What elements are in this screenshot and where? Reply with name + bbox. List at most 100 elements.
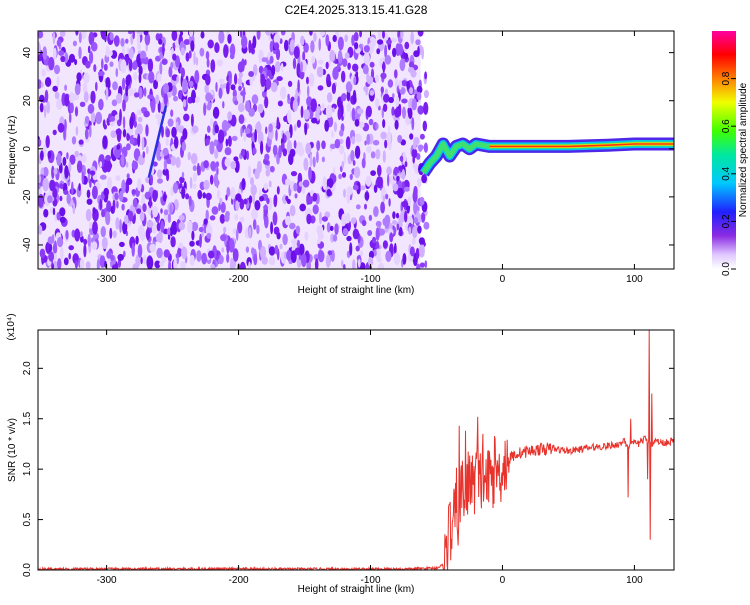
noise-blob: [143, 110, 150, 118]
noise-blob: [78, 46, 82, 60]
noise-blob: [260, 140, 264, 155]
noise-blob: [57, 258, 62, 269]
noise-blob: [251, 247, 255, 255]
noise-blob: [385, 193, 389, 200]
noise-blob: [264, 96, 269, 109]
noise-blob: [159, 261, 165, 267]
noise-blob: [254, 169, 260, 180]
noise-blob: [155, 94, 160, 105]
noise-blob: [397, 43, 404, 56]
noise-blob: [160, 208, 163, 214]
noise-blob: [83, 72, 90, 84]
noise-blob: [355, 245, 360, 252]
noise-blob: [103, 124, 108, 130]
noise-blob: [248, 71, 255, 77]
x-tick-label: 100: [626, 274, 643, 285]
noise-blob: [239, 198, 245, 210]
noise-blob: [38, 174, 42, 184]
noise-blob: [362, 65, 369, 75]
noise-blob: [375, 149, 381, 160]
noise-blob: [196, 162, 200, 176]
noise-blob: [319, 31, 326, 37]
noise-blob: [59, 207, 66, 217]
noise-blob: [118, 190, 124, 202]
noise-blob: [120, 59, 127, 74]
noise-blob: [52, 31, 56, 45]
noise-blob: [71, 136, 77, 145]
noise-blob: [155, 233, 163, 243]
noise-blob: [345, 212, 351, 224]
noise-blob: [274, 42, 280, 51]
noise-blob: [178, 221, 186, 231]
noise-blob: [173, 95, 178, 102]
noise-blob: [271, 64, 276, 76]
noise-blob: [419, 196, 425, 206]
noise-blob: [370, 170, 376, 177]
noise-blob: [99, 255, 106, 268]
noise-blob: [209, 174, 214, 185]
noise-blob: [240, 90, 246, 97]
noise-blob: [163, 159, 167, 171]
noise-blob: [276, 116, 280, 129]
noise-blob: [352, 259, 356, 269]
noise-blob: [269, 55, 274, 64]
noise-blob: [423, 142, 428, 153]
noise-blob: [293, 182, 298, 192]
noise-blob: [277, 100, 283, 107]
noise-blob: [82, 82, 86, 94]
noise-blob: [218, 87, 223, 99]
noise-blob: [224, 157, 231, 168]
noise-blob: [302, 51, 306, 62]
noise-blob: [341, 172, 347, 178]
noise-blob: [304, 122, 308, 136]
colorbar-tick-label: 0.4: [721, 166, 732, 180]
noise-blob: [352, 160, 356, 166]
noise-blob: [359, 250, 364, 257]
noise-blob: [38, 41, 41, 56]
noise-blob: [171, 126, 177, 138]
noise-blob: [353, 76, 357, 86]
noise-blob: [210, 118, 214, 127]
noise-blob: [346, 186, 353, 196]
noise-blob: [162, 147, 169, 156]
noise-blob: [342, 58, 348, 67]
noise-blob: [293, 46, 300, 59]
noise-blob: [395, 212, 400, 219]
noise-blob: [68, 245, 74, 251]
noise-blob: [248, 227, 252, 239]
noise-blob: [367, 230, 373, 236]
noise-blob: [115, 217, 120, 230]
x-tick-label: -100: [361, 575, 381, 586]
noise-blob: [201, 252, 208, 265]
noise-blob: [325, 254, 331, 268]
noise-blob: [114, 192, 119, 200]
noise-blob: [84, 128, 89, 140]
noise-blob: [155, 113, 163, 120]
noise-blob: [205, 137, 210, 146]
noise-blob: [205, 92, 213, 102]
noise-blob: [272, 144, 278, 156]
noise-blob: [147, 94, 154, 100]
noise-blob: [351, 107, 356, 122]
noise-blob: [367, 257, 374, 267]
noise-blob: [155, 33, 160, 41]
noise-blob: [393, 252, 401, 265]
noise-blob: [135, 235, 139, 245]
noise-blob: [370, 151, 376, 159]
noise-blob: [402, 151, 407, 165]
noise-blob: [181, 186, 186, 200]
colorbar-label: Normalized spectral amplitude: [738, 82, 749, 217]
noise-blob: [106, 200, 112, 213]
noise-blob: [359, 31, 362, 38]
noise-blob: [160, 220, 165, 233]
noise-blob: [199, 238, 202, 248]
noise-blob: [273, 33, 281, 45]
noise-blob: [207, 220, 211, 231]
noise-blob: [391, 37, 397, 43]
noise-blob: [289, 39, 295, 53]
noise-blob: [365, 175, 372, 187]
noise-blob: [146, 145, 149, 155]
noise-blob: [311, 55, 316, 64]
noise-blob: [132, 263, 139, 269]
noise-blob: [63, 257, 69, 266]
